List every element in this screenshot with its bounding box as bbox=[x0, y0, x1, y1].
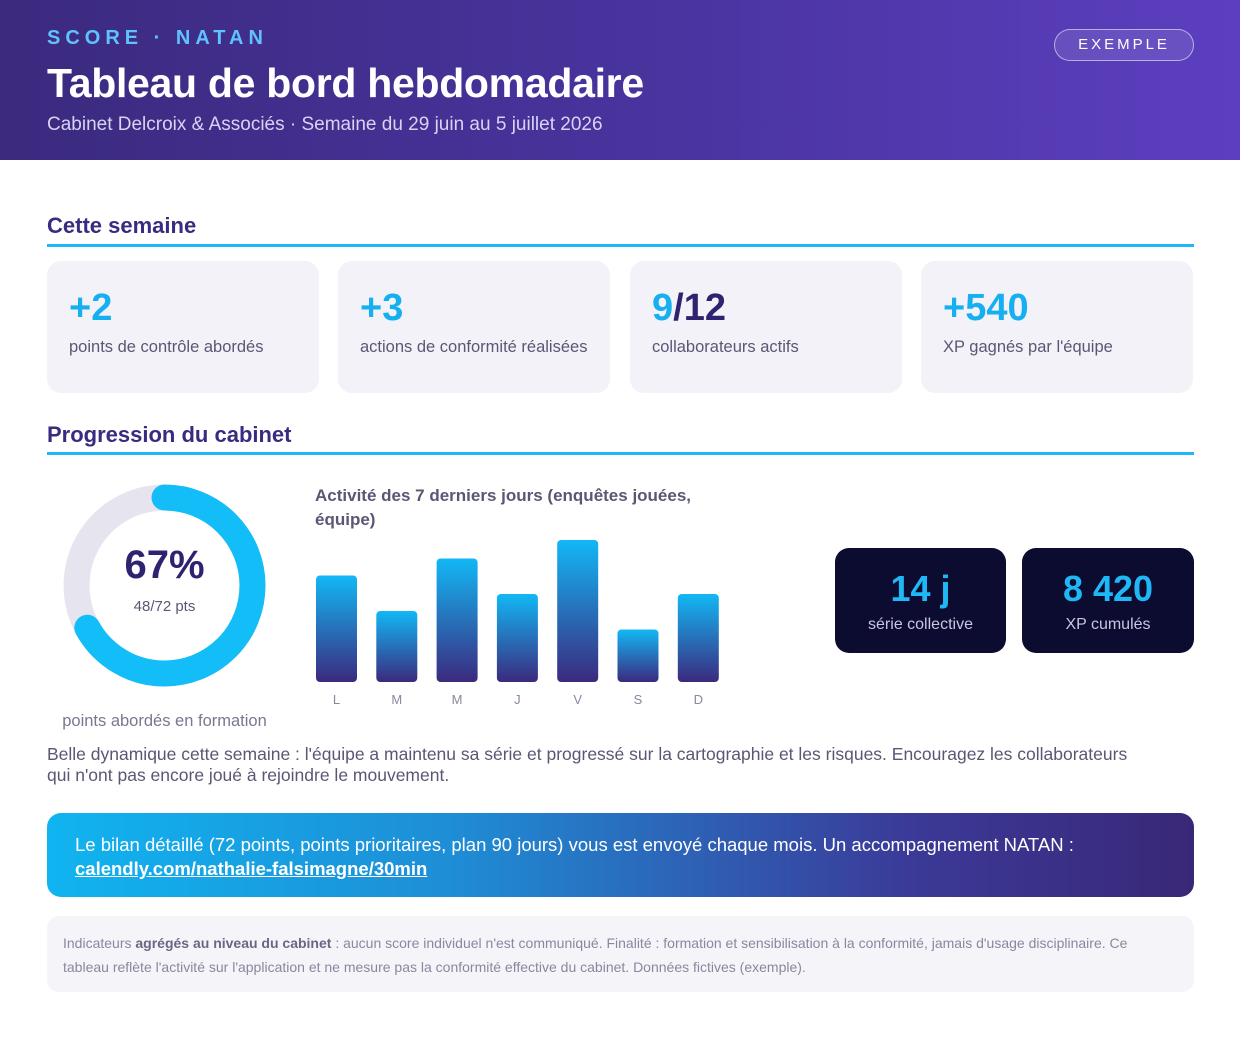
footer-rest: : aucun score individuel n'est communiqu… bbox=[63, 935, 1128, 975]
stat-card-total-xp: 8 420 XP cumulés bbox=[1022, 548, 1194, 653]
kpi-value-main: 9 bbox=[652, 287, 674, 329]
kpi-label: XP gagnés par l'équipe bbox=[943, 338, 1113, 356]
stat-label: série collective bbox=[868, 616, 973, 633]
progress-note: Belle dynamique cette semaine : l'équipe… bbox=[47, 744, 1128, 785]
x-tick-label: L bbox=[333, 692, 340, 707]
example-badge: EXEMPLE bbox=[1054, 29, 1194, 61]
footer-disclaimer: Indicateurs agrégés au niveau du cabinet… bbox=[47, 916, 1194, 992]
bar-6 bbox=[677, 593, 719, 682]
section-divider bbox=[47, 452, 1194, 455]
x-tick-label: J bbox=[514, 692, 521, 707]
kpi-card-control-points: +2 points de contrôle abordés bbox=[47, 261, 319, 393]
stat-value: 14 j bbox=[890, 568, 951, 609]
cta-banner: Le bilan détaillé (72 points, points pri… bbox=[47, 813, 1194, 897]
x-tick-label: M bbox=[452, 692, 463, 707]
stat-value: 8 420 bbox=[1062, 568, 1154, 609]
bar-2 bbox=[436, 558, 478, 682]
bar-1 bbox=[376, 611, 418, 682]
calendly-link[interactable]: calendly.com/nathalie-falsimagne/30min bbox=[75, 858, 428, 879]
bar-4 bbox=[557, 540, 599, 682]
donut-progress-arc bbox=[63, 484, 266, 687]
page-title: Tableau de bord hebdomadaire bbox=[47, 60, 644, 106]
section-title-progress: Progression du cabinet bbox=[47, 422, 292, 447]
chart-title: Activité des 7 derniers jours (enquêtes … bbox=[315, 486, 692, 529]
x-tick-label: V bbox=[573, 692, 582, 707]
donut-percent: 67% bbox=[124, 543, 205, 587]
footer-bold: agrégés au niveau du cabinet bbox=[135, 935, 332, 951]
kpi-card-xp-gained: +540 XP gagnés par l'équipe bbox=[921, 261, 1193, 393]
cta-text: Le bilan détaillé (72 points, points pri… bbox=[75, 834, 1074, 855]
cta-text-block: Le bilan détaillé (72 points, points pri… bbox=[75, 833, 1175, 881]
header-banner: SCORE · NATAN Tableau de bord hebdomadai… bbox=[0, 0, 1240, 160]
kpi-value-total: /12 bbox=[673, 287, 726, 329]
progress-donut: 67% 48/72 pts bbox=[62, 483, 267, 688]
donut-points: 48/72 pts bbox=[133, 598, 196, 615]
x-tick-label: M bbox=[391, 692, 402, 707]
kpi-value: 9/12 bbox=[652, 287, 726, 330]
bar-0 bbox=[316, 575, 357, 682]
section-title-week: Cette semaine bbox=[47, 213, 197, 238]
x-tick-label: S bbox=[634, 692, 643, 707]
footer-text: Indicateurs agrégés au niveau du cabinet… bbox=[63, 932, 1173, 979]
section-divider bbox=[47, 244, 1194, 247]
bar-3 bbox=[496, 593, 538, 682]
donut-caption: points abordés en formation bbox=[62, 712, 267, 730]
x-tick-label: D bbox=[694, 692, 703, 707]
kpi-label: actions de conformité réalisées bbox=[360, 338, 588, 356]
page-subtitle: Cabinet Delcroix & Associés · Semaine du… bbox=[47, 114, 603, 135]
bar-5 bbox=[617, 629, 659, 682]
kpi-card-active-collaborators: 9/12 collaborateurs actifs bbox=[630, 261, 902, 393]
kpi-value: +3 bbox=[360, 287, 404, 329]
kpi-value: +2 bbox=[69, 287, 113, 329]
brand-kicker: SCORE · NATAN bbox=[47, 27, 268, 49]
footer-prefix: Indicateurs bbox=[63, 935, 136, 951]
stat-label: XP cumulés bbox=[1065, 616, 1151, 633]
stat-card-streak: 14 j série collective bbox=[835, 548, 1006, 653]
kpi-label: collaborateurs actifs bbox=[652, 338, 799, 356]
kpi-value: +540 bbox=[943, 287, 1029, 329]
kpi-label: points de contrôle abordés bbox=[69, 338, 264, 356]
kpi-card-compliance-actions: +3 actions de conformité réalisées bbox=[338, 261, 610, 393]
donut-chart bbox=[63, 484, 266, 687]
